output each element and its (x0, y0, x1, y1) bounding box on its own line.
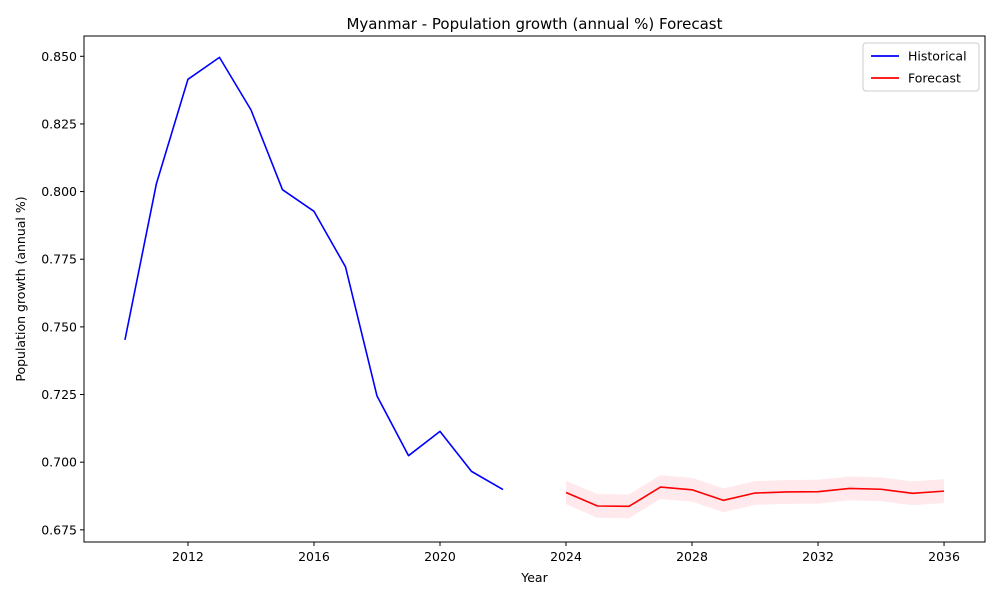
x-tick-label: 2032 (802, 549, 834, 564)
x-tick-label: 2012 (172, 549, 204, 564)
y-tick-label: 0.800 (41, 184, 77, 199)
axes-frame (83, 35, 986, 543)
legend-historical-label: Historical (908, 49, 967, 64)
legend: Historical Forecast (862, 42, 980, 92)
plot-area (124, 56, 945, 519)
y-axis: 0.675 0.700 0.725 0.750 0.775 0.800 0.825 0.850 (41, 49, 84, 537)
x-axis: 2012 2016 2020 2024 2028 2032 2036 (172, 542, 960, 564)
y-tick-label: 0.775 (41, 252, 77, 267)
y-axis-label: Population growth (annual %) (13, 196, 28, 381)
y-tick-label: 0.750 (41, 319, 77, 334)
y-tick-label: 0.700 (41, 455, 77, 470)
legend-forecast-label: Forecast (908, 71, 961, 86)
x-tick-label: 2020 (424, 549, 456, 564)
x-tick-label: 2028 (676, 549, 708, 564)
x-tick-label: 2036 (928, 549, 960, 564)
x-tick-label: 2016 (298, 549, 330, 564)
chart-title: Myanmar - Population growth (annual %) F… (346, 15, 722, 33)
y-tick-label: 0.675 (41, 522, 77, 537)
forecast-confidence-band (566, 475, 945, 519)
x-tick-label: 2024 (550, 549, 582, 564)
y-tick-label: 0.825 (41, 116, 77, 131)
x-axis-label: Year (520, 570, 548, 585)
legend-box (862, 42, 980, 92)
y-tick-label: 0.850 (41, 49, 77, 64)
y-tick-label: 0.725 (41, 387, 77, 402)
